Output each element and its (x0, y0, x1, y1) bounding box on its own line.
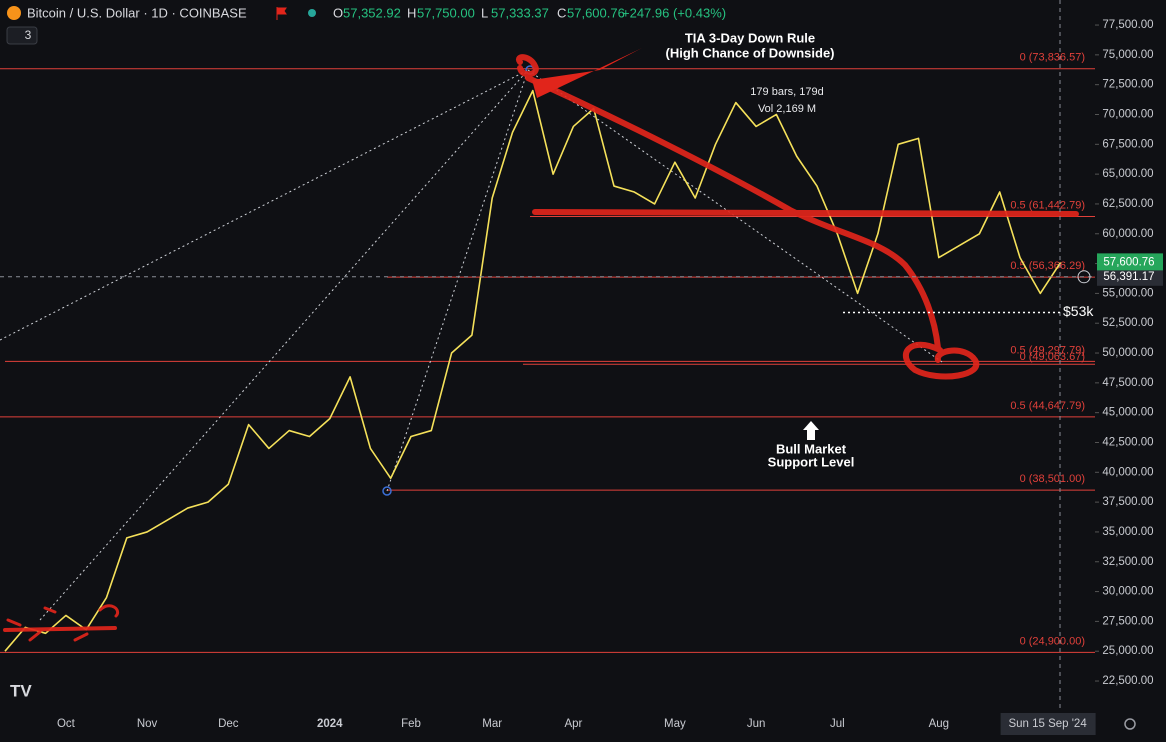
ohlc-key: L (481, 5, 488, 20)
settings[interactable] (1124, 718, 1136, 730)
hand-drawing (3, 54, 1079, 642)
x-tick-label: Jul (830, 718, 845, 730)
y-tick-label: 75,000.00 (1102, 49, 1153, 61)
indicator-count[interactable]: 3 (25, 28, 32, 42)
x-tick-label: May (664, 718, 686, 730)
symbol: Bitcoin / U.S. Dollar · 1D · COINBASE (27, 5, 247, 20)
symbol-icon (7, 6, 21, 20)
y-tick-label: 22,500.00 (1102, 675, 1153, 687)
x-tick-label: 2024 (317, 718, 343, 730)
change: +247.96 (+0.43%) (622, 5, 726, 20)
x-tick-label: Aug (929, 718, 949, 730)
grid: 22,500.00 25,000.00 27,500.00 30,000.00 32,5… (57, 0, 1166, 742)
ohlc-value: 57,352.92 (343, 5, 401, 20)
y-tick-label: 32,500.00 (1102, 556, 1153, 568)
y-tick-label: 77,500.00 (1102, 19, 1153, 31)
last-price: 57,600.76 (1103, 256, 1154, 268)
y-tick-label: 35,000.00 (1102, 526, 1153, 538)
ohlc-key: C (557, 5, 566, 20)
x-tick-label: Dec (218, 718, 239, 730)
up-arrow (803, 421, 819, 440)
annotation: Support Level (768, 454, 855, 469)
crosshair-price-box (1097, 267, 1163, 286)
y-tick-label: 47,500.00 (1102, 377, 1153, 389)
anchor-point (382, 486, 392, 496)
marked-level-label: $53k (1063, 303, 1094, 319)
y-tick-label: 25,000.00 (1102, 645, 1153, 657)
ohlc: O 57,352.92 H 57,750.00 L 57,333.37 C 57,600.76 (333, 5, 625, 20)
y-tick-label: 60,000.00 (1102, 228, 1153, 240)
y-tick-label: 55,000.00 (1102, 287, 1153, 299)
x-tick-label: Mar (482, 718, 502, 730)
ohlc-key: O (333, 5, 343, 20)
price-line (4, 89, 1062, 652)
crosshair-add (1077, 270, 1091, 284)
fib-guides (0, 69, 943, 621)
y-tick-label: 30,000.00 (1102, 586, 1153, 598)
levels: 0 (73,836.57) 0.5 (61,442.79) 0.5 (56,366.… (0, 52, 1095, 653)
x-tick-label: Oct (57, 718, 76, 730)
y-tick-label: 50,000.00 (1102, 347, 1153, 359)
level-label: 0.5 (44,647.79) (1010, 400, 1085, 412)
annotation: TIA 3-Day Down Rule (685, 30, 815, 45)
x-tick-label: Sun 15 Sep '24 (1008, 718, 1087, 730)
measure-label: Vol 2,169 M (758, 103, 816, 115)
flag-icon[interactable] (276, 7, 287, 20)
y-tick-label: 70,000.00 (1102, 109, 1153, 121)
level-label: 0.5 (61,442.79) (1010, 199, 1085, 211)
level-label: 0 (73,836.57) (1020, 52, 1085, 64)
level-label: 0 (49,063.67) (1020, 351, 1085, 363)
series-layer (4, 89, 1062, 652)
level-label: 0.5 (49,297.79) (1010, 344, 1085, 356)
y-tick-label: 65,000.00 (1102, 168, 1153, 180)
arrow (532, 48, 642, 98)
measure-label: 179 bars, 179d (750, 86, 823, 98)
ohlc-value: 57,600.76 (567, 5, 625, 20)
ohlc-value: 57,333.37 (491, 5, 549, 20)
level-label: 0 (38,501.00) (1020, 473, 1085, 485)
annotation: Bull Market (776, 441, 847, 456)
indicator-toggle[interactable] (6, 26, 38, 45)
ohlc-key: H (407, 5, 416, 20)
y-tick-label: 52,500.00 (1102, 317, 1153, 329)
x-tick-label: Nov (137, 718, 158, 730)
x-tick-label: Jun (747, 718, 766, 730)
y-tick-label: 42,500.00 (1102, 437, 1153, 449)
y-tick-label: 40,000.00 (1102, 466, 1153, 478)
level-label: 0 (24,900.00) (1020, 635, 1085, 647)
crosshair-price: 56,391.17 (1103, 271, 1154, 283)
status-dot (308, 9, 316, 17)
y-axis-panel (1095, 0, 1166, 742)
annotation: (High Chance of Downside) (666, 45, 835, 60)
y-tick-label: 67,500.00 (1102, 138, 1153, 150)
y-tick-label: 27,500.00 (1102, 615, 1153, 627)
y-tick-label: 62,500.00 (1102, 198, 1153, 210)
crosshair-date-box (1000, 713, 1096, 735)
ohlc-value: 57,750.00 (417, 5, 475, 20)
last-price-box (1097, 253, 1163, 271)
y-tick-label: 72,500.00 (1102, 79, 1153, 91)
y-tick-label: 45,000.00 (1102, 407, 1153, 419)
x-tick-label: Feb (401, 718, 421, 730)
level-label: 0.5 (56,366.29) (1010, 260, 1085, 272)
overlay: $53k 56,391.17 57,600.76 (0, 253, 1163, 319)
y-tick-label: 37,500.00 (1102, 496, 1153, 508)
x-tick-label: Apr (564, 718, 582, 730)
logo: TV (10, 681, 32, 700)
